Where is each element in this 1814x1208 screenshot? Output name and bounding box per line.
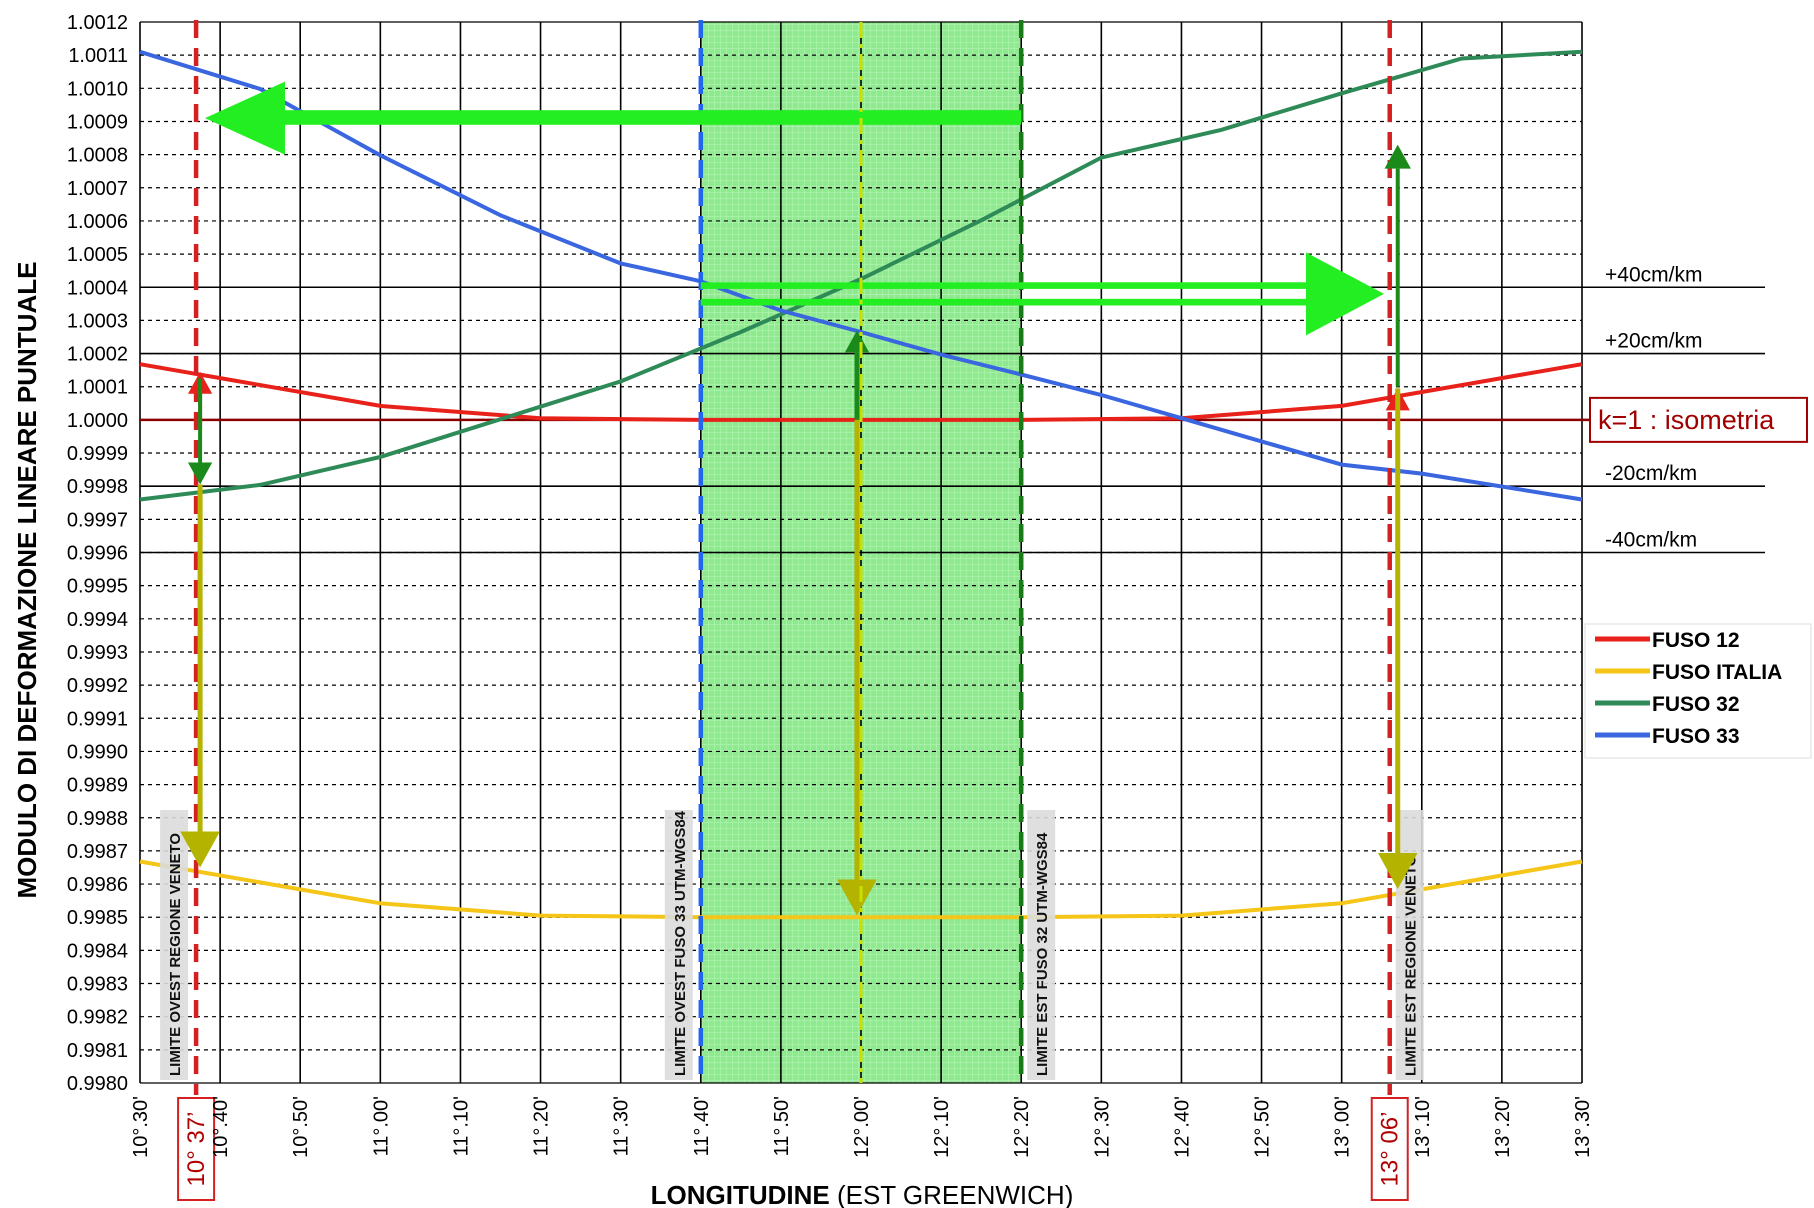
reference-line-label: +40cm/km <box>1605 263 1702 286</box>
y-tick-label: 0.9990 <box>67 741 128 763</box>
y-tick-label: 0.9996 <box>67 543 128 565</box>
center-green-arrow-head <box>844 330 870 353</box>
y-tick-label: 1.0000 <box>67 410 128 432</box>
east-arrow-shaft-top <box>700 282 1306 289</box>
west-olive-arrow-head <box>180 831 220 868</box>
y-tick-label: 0.9991 <box>67 708 128 730</box>
x-tick-label: 12°.40' <box>1171 1096 1193 1158</box>
y-tick-label: 1.0009 <box>67 111 128 133</box>
x-axis-title-rest: (EST GREENWICH) <box>830 1180 1074 1208</box>
x-tick-label: 10°.30' <box>130 1096 152 1158</box>
y-tick-label: 1.0001 <box>67 377 128 399</box>
y-tick-label: 1.0004 <box>67 277 128 299</box>
x-axis-title-bold: LONGITUDINE <box>651 1180 830 1208</box>
reference-line-label: -20cm/km <box>1605 462 1697 485</box>
x-tick-label: 11°.20' <box>531 1096 553 1156</box>
limit-label-box <box>1027 810 1056 1080</box>
y-tick-label: 1.0005 <box>67 244 128 266</box>
x-tick-label: 12°.00' <box>851 1096 873 1158</box>
west-arrow-shaft <box>280 110 1022 125</box>
reference-line-label: -40cm/km <box>1605 529 1697 552</box>
isometry-label: k=1 : isometria <box>1598 405 1775 435</box>
center-olive-arrow-head <box>837 879 877 916</box>
x-tick-label: 11°.30' <box>611 1096 633 1156</box>
y-tick-label: 1.0012 <box>67 12 128 34</box>
x-tick-label: 11°.10' <box>450 1096 472 1156</box>
y-tick-label: 0.9986 <box>67 874 128 896</box>
x-tick-label: 13°.30' <box>1572 1096 1594 1158</box>
x-tick-label: 10°.40' <box>210 1096 232 1158</box>
y-tick-label: 1.0011 <box>68 45 128 67</box>
legend-item-label: FUSO 32 <box>1652 693 1740 716</box>
y-tick-label: 0.9994 <box>67 609 128 631</box>
east-arrow-head <box>1306 252 1384 336</box>
y-tick-label: 0.9982 <box>67 1007 128 1029</box>
x-tick-label: 12°.20' <box>1011 1096 1033 1158</box>
x-tick-label: 11°.40' <box>691 1096 713 1156</box>
limit-label: LIMITE OVEST FUSO 33 UTM-WGS84 <box>672 810 689 1076</box>
y-tick-label: 0.9987 <box>67 841 128 863</box>
x-tick-label: 13°.10' <box>1412 1096 1434 1158</box>
isometry-label-box <box>1589 396 1808 443</box>
x-tick-label: 12°.10' <box>931 1096 953 1158</box>
y-axis-title: MODULO DI DEFORMAZIONE LINEARE PUNTUALE <box>12 262 42 899</box>
west-green-arrow-head <box>187 462 213 485</box>
y-tick-label: 0.9983 <box>67 974 128 996</box>
east-green-arrow-head <box>1384 144 1411 169</box>
y-tick-label: 1.0010 <box>67 78 128 100</box>
east-olive-arrow-head <box>1377 853 1418 890</box>
x-tick-label: 11°.50' <box>771 1096 793 1156</box>
y-tick-label: 0.9995 <box>67 576 128 598</box>
limit-label: LIMITE EST FUSO 32 UTM-WGS84 <box>1034 832 1051 1076</box>
x-tick-label: 10°.50' <box>290 1096 312 1158</box>
y-tick-label: 0.9984 <box>67 940 128 962</box>
legend: FUSO 12 FUSO ITALIA FUSO 32 FUSO 33 <box>1584 623 1812 759</box>
limit-label: LIMITE OVEST REGIONE VENETO <box>167 833 184 1076</box>
west-arrow-head <box>205 81 285 155</box>
legend-item-label: FUSO 12 <box>1652 629 1740 652</box>
y-tick-label: 1.0002 <box>67 344 128 366</box>
limit-callout: 13° 06’ <box>1377 1112 1404 1187</box>
y-tick-label: 1.0006 <box>67 211 128 233</box>
y-tick-label: 0.9993 <box>67 642 128 664</box>
y-tick-label: 0.9997 <box>67 509 128 531</box>
y-tick-label: 1.0008 <box>67 145 128 167</box>
y-tick-label: 0.9998 <box>67 476 128 498</box>
limit-callout-box <box>1370 1097 1409 1201</box>
y-tick-label: 1.0007 <box>67 178 128 200</box>
series-line-fuso-italia <box>139 859 1583 920</box>
limit-label-box <box>160 810 189 1080</box>
y-tick-label: 0.9988 <box>67 808 128 830</box>
y-tick-label: 0.9981 <box>67 1040 128 1062</box>
x-tick-label: 12°.50' <box>1252 1096 1274 1158</box>
x-axis-title: LONGITUDINE (EST GREENWICH) <box>651 1180 1074 1208</box>
limit-label: LIMITE EST REGIONE VENETO <box>1403 854 1420 1076</box>
series-line-fuso-33 <box>139 49 1583 502</box>
y-tick-label: 0.9999 <box>67 443 128 465</box>
limit-callout: 10° 37’ <box>183 1112 210 1187</box>
limit-label-box <box>664 810 693 1080</box>
legend-item-label: FUSO ITALIA <box>1652 661 1782 684</box>
x-tick-label: 11°.00' <box>370 1096 392 1156</box>
x-tick-label: 12°.30' <box>1091 1096 1113 1158</box>
y-tick-label: 0.9989 <box>67 775 128 797</box>
y-tick-label: 0.9980 <box>67 1073 128 1095</box>
east-arrow-shaft-bottom <box>700 298 1306 306</box>
reference-line-label: +20cm/km <box>1605 330 1702 353</box>
y-tick-label: 1.0003 <box>67 310 128 332</box>
x-tick-label: 13°.00' <box>1332 1096 1354 1158</box>
y-tick-label: 0.9985 <box>67 907 128 929</box>
legend-item-label: FUSO 33 <box>1652 725 1740 748</box>
x-tick-label: 13°.20' <box>1492 1096 1514 1158</box>
y-tick-label: 0.9992 <box>67 675 128 697</box>
limit-callout-box <box>177 1097 216 1201</box>
